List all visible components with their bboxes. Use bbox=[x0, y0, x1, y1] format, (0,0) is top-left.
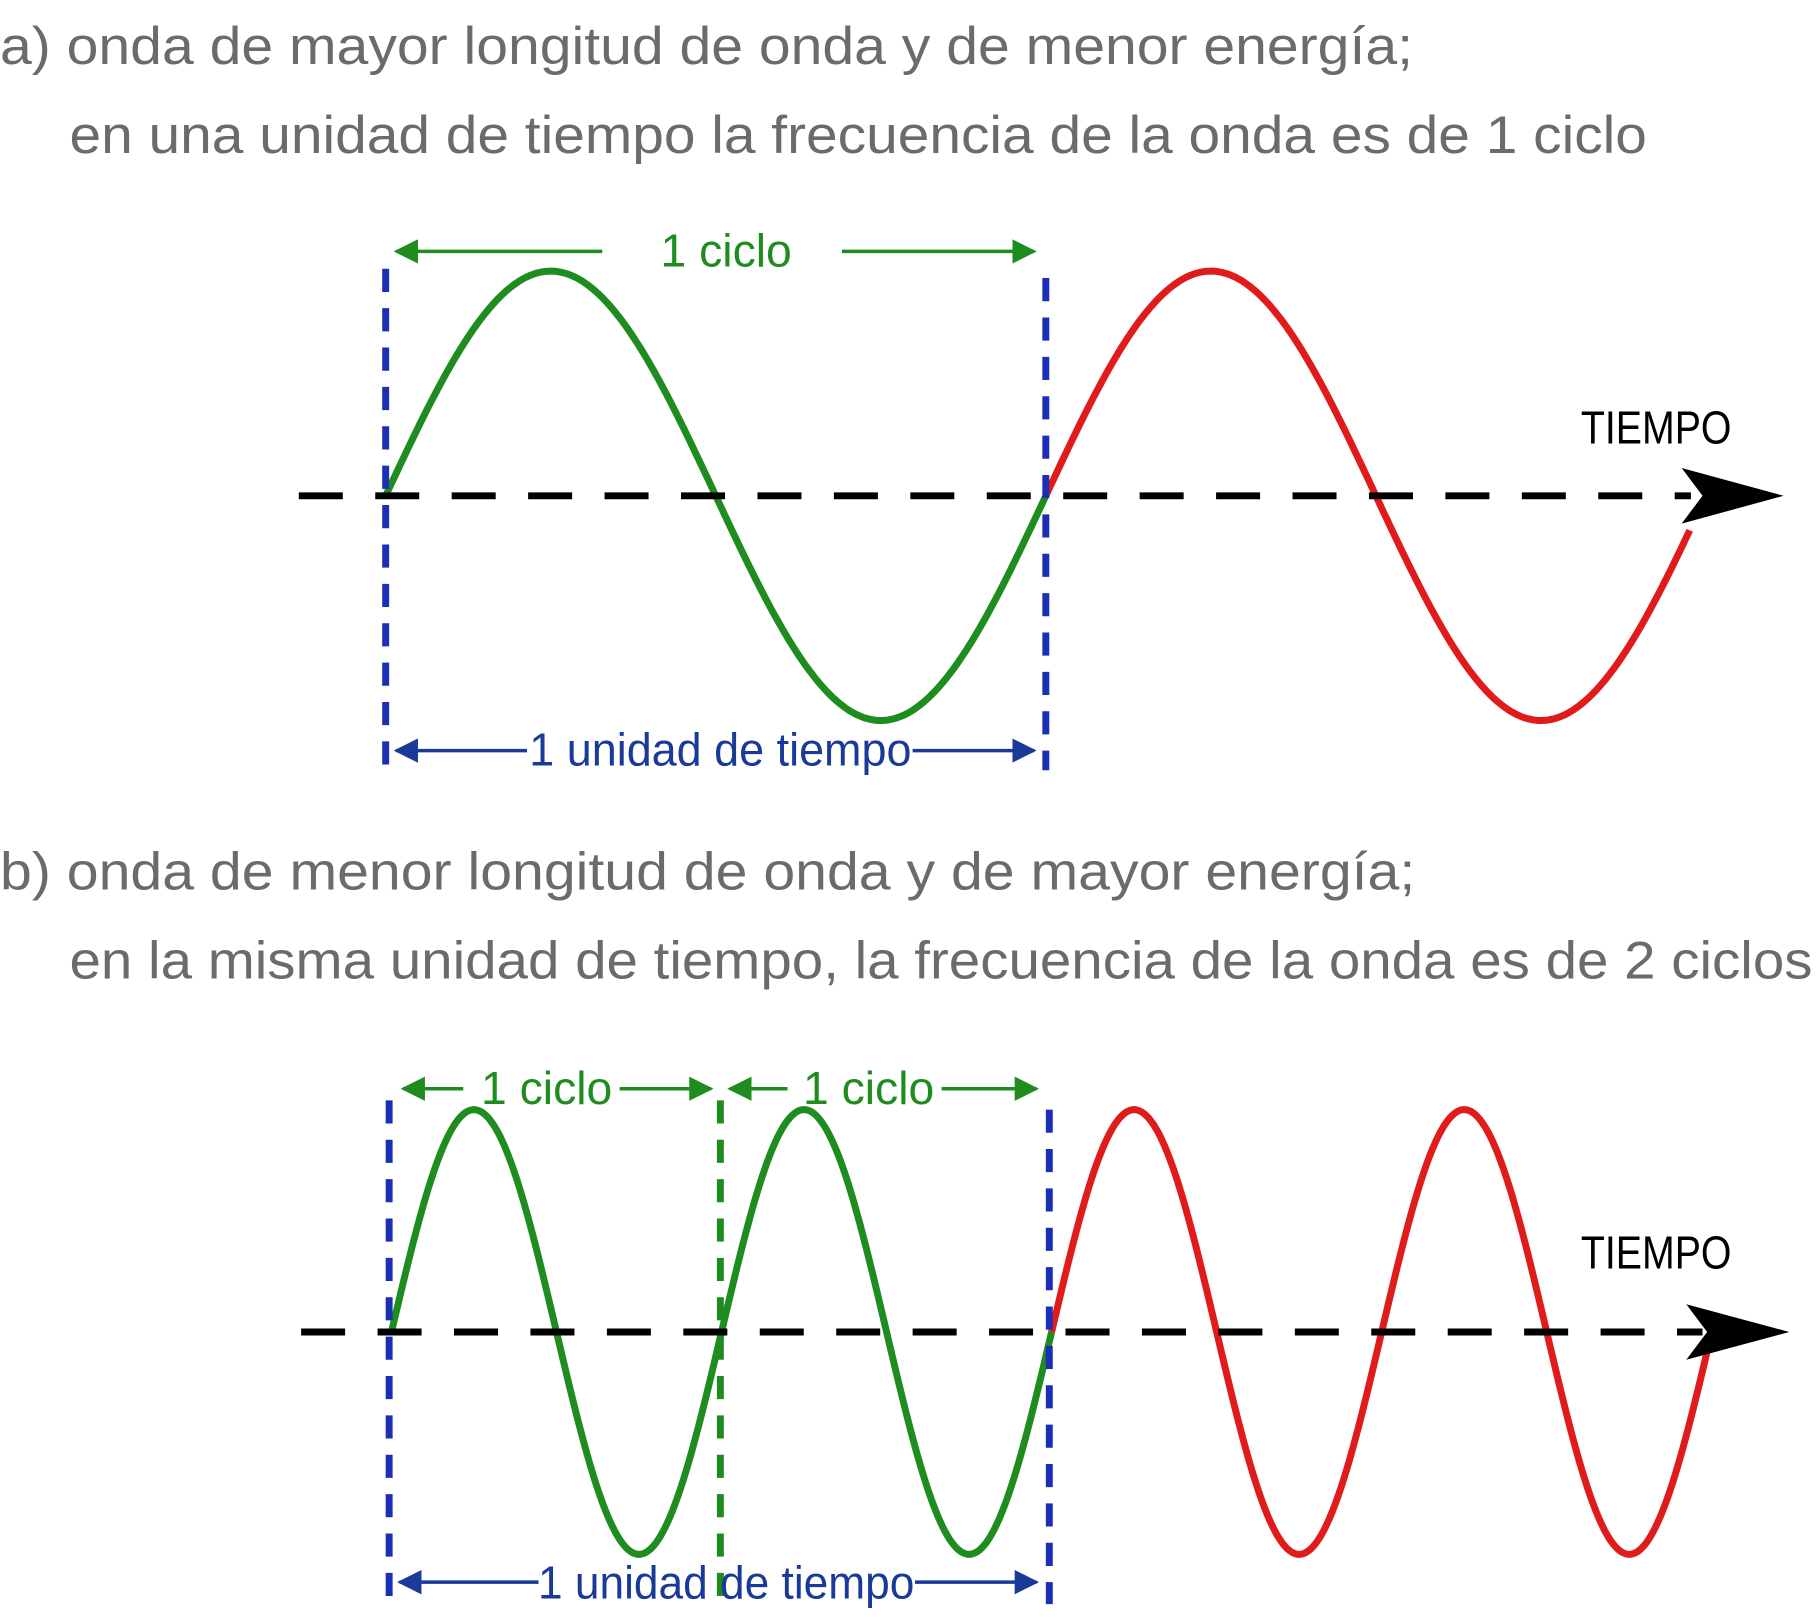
wave-b bbox=[388, 1106, 1716, 1558]
title-line: en la misma unidad de tiempo, la frecuen… bbox=[69, 932, 1812, 991]
axis-arrow bbox=[1681, 468, 1784, 524]
time-label: 1 unidad de tiempo bbox=[529, 724, 911, 776]
axis-label: TIEMPO bbox=[1581, 1226, 1732, 1278]
title-line: b) onda de menor longitud de onda y de m… bbox=[0, 843, 1415, 902]
axis-arrow bbox=[1686, 1304, 1790, 1360]
time-label: 1 unidad de tiempo bbox=[538, 1556, 914, 1608]
title-line: a) onda de mayor longitud de onda y de m… bbox=[0, 17, 1413, 76]
cycle-label: 1 ciclo bbox=[803, 1062, 934, 1114]
cycle-label: 1 ciclo bbox=[481, 1062, 612, 1114]
cycle-label: 1 ciclo bbox=[661, 224, 792, 276]
wave-segment bbox=[1042, 267, 1693, 724]
wave-a bbox=[382, 267, 1693, 724]
axis-label: TIEMPO bbox=[1581, 402, 1732, 454]
title-line: en una unidad de tiempo la frecuencia de… bbox=[69, 106, 1646, 165]
